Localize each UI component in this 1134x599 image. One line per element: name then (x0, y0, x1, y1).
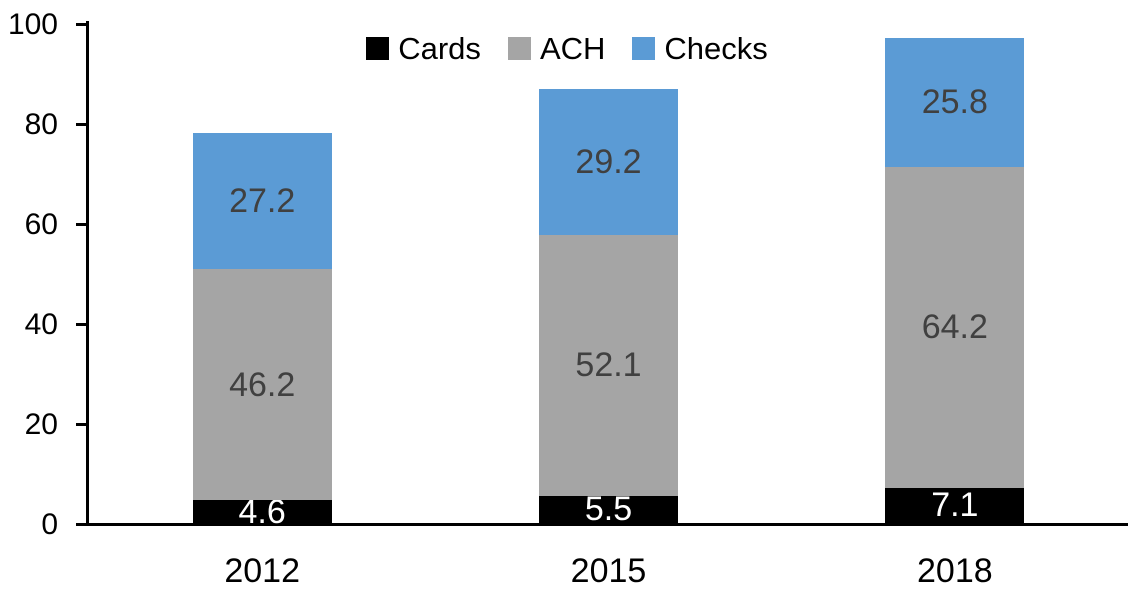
y-axis-tick (76, 322, 86, 326)
bar-segment-checks-2018: 25.8 (885, 37, 1025, 167)
legend-label-cards: Cards (398, 31, 481, 66)
bar-segment-ach-2018: 64.2 (885, 166, 1025, 488)
y-axis-line (86, 21, 89, 526)
legend-item-checks: Checks (632, 31, 768, 66)
legend-label-checks: Checks (664, 31, 768, 66)
chart-legend: Cards ACH Checks (0, 33, 1134, 64)
y-axis-tick-label: 100 (7, 7, 58, 41)
y-axis-tick-label: 80 (24, 107, 58, 141)
bar-segment-label: 46.2 (229, 365, 296, 404)
y-axis-tick (76, 422, 86, 426)
bar-segment-ach-2012: 46.2 (192, 269, 332, 500)
bar-segment-checks-2012: 27.2 (192, 133, 332, 269)
bar-segment-cards-2018: 7.1 (885, 486, 1025, 525)
y-axis-tick-label: 60 (24, 207, 58, 241)
y-axis-tick (76, 522, 86, 526)
legend-item-ach: ACH (507, 31, 606, 66)
bar-segment-label: 5.5 (584, 490, 633, 529)
y-axis-tick-label: 0 (41, 507, 58, 541)
y-axis-tick (76, 222, 86, 226)
bar-segment-cards-2015: 5.5 (539, 492, 678, 526)
bar-segment-label: 7.1 (931, 486, 979, 525)
x-axis-category-label: 2015 (570, 552, 647, 590)
legend-label-ach: ACH (539, 31, 606, 66)
legend-swatch-checks (632, 37, 656, 60)
y-axis-tick (76, 122, 86, 126)
y-axis-tick (76, 22, 86, 26)
bar-segment-label: 52.1 (575, 346, 642, 385)
x-axis-line (86, 523, 1128, 526)
x-axis-category-label: 2018 (917, 552, 993, 590)
bar-segment-checks-2015: 29.2 (539, 89, 678, 235)
y-axis-tick-label: 40 (24, 307, 58, 341)
bar-segment-label: 4.6 (238, 492, 286, 531)
legend-item-cards: Cards (366, 33, 481, 64)
bar-segment-label: 64.2 (921, 308, 988, 346)
bar-segment-label: 29.2 (575, 143, 642, 181)
bar-segment-cards-2012: 4.6 (192, 495, 332, 529)
legend-swatch-cards (366, 37, 390, 60)
x-axis-category-label: 2012 (224, 552, 300, 590)
bar-segment-label: 25.8 (921, 83, 988, 121)
bar-segment-label: 27.2 (229, 182, 296, 220)
y-axis-tick-label: 20 (24, 407, 58, 441)
bar-segment-ach-2015: 52.1 (539, 235, 678, 496)
legend-swatch-ach (507, 37, 531, 60)
